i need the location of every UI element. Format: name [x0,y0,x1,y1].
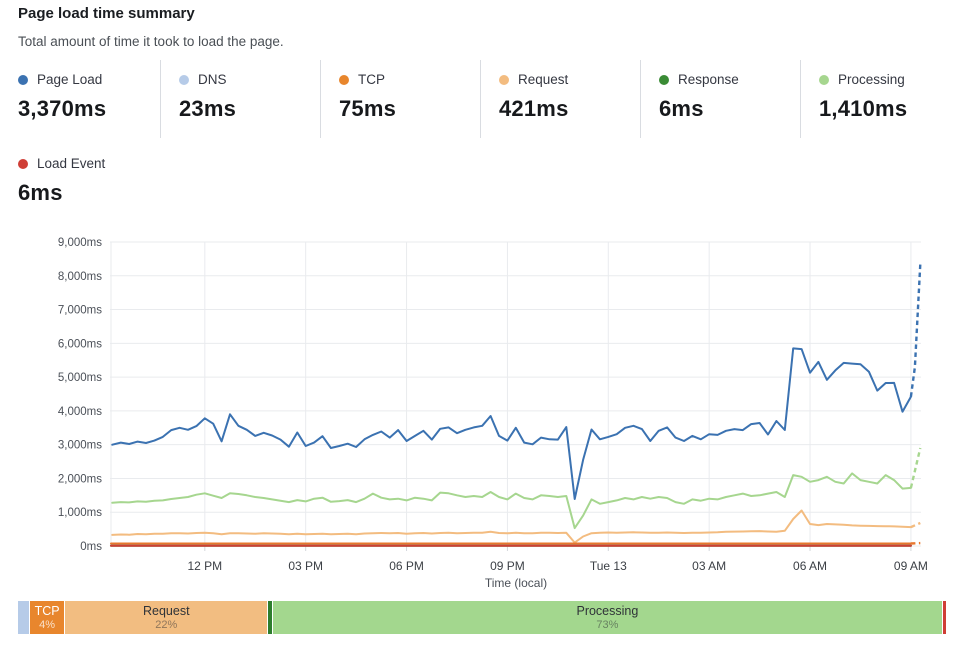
series-line-request-incomplete [910,521,921,529]
x-axis-tick-label: 06 PM [389,559,424,573]
metrics-row: Page Load 3,370ms DNS 23ms TCP 75ms Requ… [0,60,962,138]
page-subtitle: Total amount of time it took to load the… [18,34,284,49]
metric-dns: DNS 23ms [160,60,320,138]
bar-segment-percent: 4% [39,619,56,631]
load-event-legend-dot [18,158,28,169]
x-axis-tick-label: 09 PM [490,559,525,573]
metric-label: Load Event [37,156,106,171]
metric-page-load: Page Load 3,370ms [0,60,160,138]
y-axis-tick-label: 1,000ms [58,507,102,519]
metric-value: 3,370ms [18,96,107,121]
y-axis-tick-label: 4,000ms [58,406,102,418]
series-line-processing-incomplete [909,447,922,489]
series-line-page-load [111,347,912,500]
x-axis-tick-label: Tue 13 [590,559,627,573]
metrics-row-2: Load Event 6ms [0,144,962,222]
metric-request: Request 421ms [480,60,640,138]
page-load-time-chart[interactable]: 0ms 1,000ms 2,000ms 3,000ms 4,000ms 5,000ms 6,… [0,230,965,592]
metric-label: Response [678,72,739,87]
metric-processing: Processing 1,410ms [800,60,960,138]
x-axis-tick-label: 06 AM [793,559,827,573]
x-axis-tick-label: 03 PM [288,559,323,573]
x-axis-tick-label: 12 PM [187,559,222,573]
series-line-page-load-incomplete [909,263,922,397]
response-legend-dot [659,74,669,85]
metric-value: 421ms [499,96,569,121]
metric-value: 6ms [659,96,704,121]
bar-segment-label: Request [142,604,190,618]
page-load-legend-dot [18,74,28,85]
request-legend-dot [499,74,509,85]
y-axis-tick-label: 8,000ms [58,271,102,283]
metric-label: Request [518,72,569,87]
y-axis-tick-label: 7,000ms [58,305,102,317]
y-axis-tick-label: 9,000ms [58,237,102,249]
tcp-legend-dot [339,74,349,85]
metric-label: DNS [198,72,227,87]
bar-segment-percent: 73% [596,619,619,631]
bar-segment-dns [18,601,30,634]
bar-segment-tcp: TCP 4% [30,601,65,634]
x-axis-tick-label: 03 AM [692,559,726,573]
bar-segment-response [268,601,273,634]
metric-tcp: TCP 75ms [320,60,480,138]
x-axis-tick-label: 09 AM [894,559,928,573]
y-axis-tick-label: 6,000ms [58,338,102,350]
bar-segment-request: Request 22% [65,601,268,634]
y-axis-tick-label: 0ms [80,541,102,553]
processing-legend-dot [819,74,829,85]
bar-segment-label: Processing [576,604,639,618]
metric-value: 1,410ms [819,96,908,121]
metric-value: 6ms [18,180,63,205]
timing-breakdown-bar: TCP 4% Request 22% Processing 73% [18,601,946,634]
metric-label: TCP [358,72,385,87]
metric-response: Response 6ms [640,60,800,138]
y-axis-tick-label: 5,000ms [58,372,102,384]
bar-segment-processing: Processing 73% [273,601,942,634]
metric-load-event: Load Event 6ms [0,144,160,222]
metric-label: Page Load [37,72,103,87]
metric-value: 23ms [179,96,237,121]
metric-label: Processing [838,72,905,87]
series-line-processing [111,472,912,530]
series-line-request [111,509,912,544]
dns-legend-dot [179,74,189,85]
bar-segment-label: TCP [34,604,60,618]
x-axis-title: Time (local) [485,576,547,590]
chart-canvas[interactable]: 0ms 1,000ms 2,000ms 3,000ms 4,000ms 5,000ms 6,… [0,230,965,592]
y-axis-tick-label: 2,000ms [58,473,102,485]
bar-segment-percent: 22% [155,619,178,631]
metric-value: 75ms [339,96,397,121]
y-axis-tick-label: 3,000ms [58,440,102,452]
page-title: Page load time summary [18,5,195,22]
bar-segment-load-event [942,601,946,634]
